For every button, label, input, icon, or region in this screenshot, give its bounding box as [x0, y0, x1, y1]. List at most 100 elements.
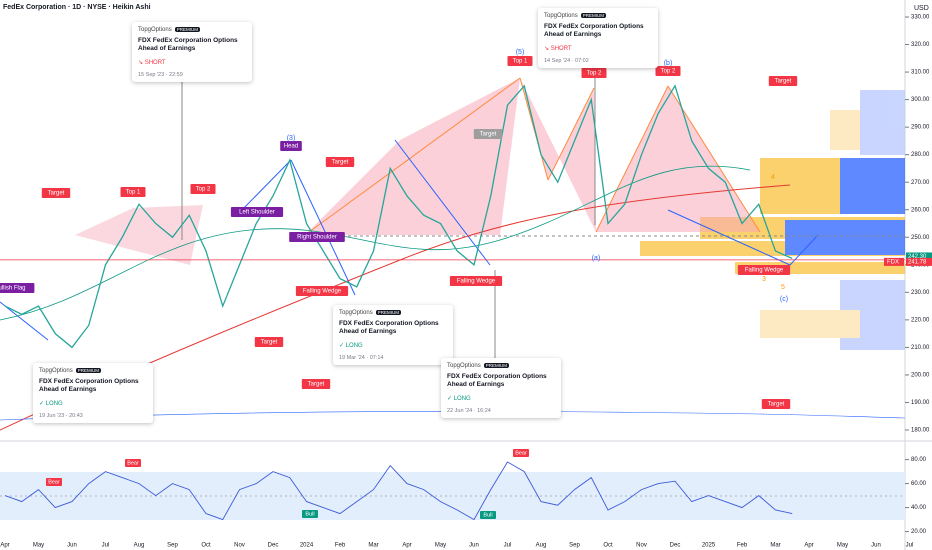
x-tick-label: Mar — [770, 543, 780, 549]
rsi-signal: Bull — [305, 511, 314, 517]
pattern-label-box — [230, 207, 284, 217]
rsi-signal-box — [125, 459, 141, 467]
x-tick-label: Aug — [134, 543, 145, 549]
y-tick-label: 330.00 — [911, 15, 930, 21]
pattern-label: Target — [768, 402, 785, 408]
y2-tick-label: 40.00 — [911, 505, 927, 511]
pattern-label-box — [41, 188, 71, 198]
pattern-label-box — [768, 76, 798, 86]
x-tick-label: 2025 — [702, 543, 716, 549]
pattern-label-box — [120, 187, 146, 197]
pattern-label-box — [190, 184, 216, 194]
chart-title: FedEx Corporation · 1D · NYSE · Heikin A… — [3, 4, 151, 11]
pattern-label-box — [473, 129, 503, 139]
x-tick-label: Jun — [67, 543, 77, 549]
idea-title: FDX FedEx Corporation Options Ahead of E… — [339, 320, 439, 336]
pattern-label: Top 2 — [587, 71, 602, 77]
idea-author: TopgOptions — [39, 368, 73, 374]
x-tick-label: Apr — [402, 543, 411, 549]
ticker-tag-label: FDX — [887, 259, 899, 265]
x-tick-label: Jun — [469, 543, 479, 549]
pattern-label: Head — [284, 144, 298, 150]
wave-label: (c) — [780, 296, 788, 303]
y2-tick-label: 60.00 — [911, 481, 927, 487]
idea-date: 19 Mar '24 · 07:14 — [339, 354, 384, 361]
idea-author: TopgOptions — [447, 363, 481, 369]
x-tick-label: Sep — [167, 543, 178, 549]
pattern-label: Top 1 — [513, 59, 528, 65]
pattern-label-box — [449, 276, 503, 286]
y-tick-label: 320.00 — [911, 42, 930, 48]
pattern-label: Left Shoulder — [239, 210, 275, 216]
x-tick-label: Jul — [906, 543, 914, 549]
y-tick-label: 210.00 — [911, 345, 930, 351]
pattern-label-box — [761, 399, 791, 409]
wave-label: 3 — [762, 276, 766, 283]
x-tick-label: Jun — [871, 543, 881, 549]
pattern-label-box — [581, 68, 607, 78]
pattern-label: Target — [775, 79, 792, 85]
price-line — [4, 84, 793, 349]
pattern-label-box — [280, 141, 302, 151]
pattern-label: Target — [332, 160, 349, 166]
ticker-tag — [884, 257, 904, 266]
pattern-label: Top 2 — [196, 187, 211, 193]
pattern-label: Target — [480, 132, 497, 138]
idea-title: FDX FedEx Corporation Options Ahead of E… — [447, 373, 547, 389]
x-tick-label: May — [837, 543, 848, 549]
idea-card[interactable]: TopgOptions PREMIUM FDX FedEx Corporation … — [441, 358, 561, 418]
y2-tick-label: 20.00 — [911, 529, 927, 535]
wave-label: (3) — [287, 135, 296, 142]
rsi-signal: Bull — [483, 512, 492, 518]
idea-date: 22 Jun '24 · 16:24 — [447, 407, 491, 414]
idea-direction: ↘ SHORT — [138, 59, 166, 66]
y-tick-label: 190.00 — [911, 400, 930, 406]
wave-label: (5) — [516, 49, 525, 56]
idea-direction: ✓ LONG — [339, 342, 363, 349]
x-tick-label: Oct — [603, 543, 613, 549]
pattern-label-box — [0, 283, 35, 293]
y-tick-label: 260.00 — [911, 207, 930, 213]
rsi-signal: Bear — [515, 450, 527, 456]
x-tick-label: May — [435, 543, 446, 549]
rsi-signal-box — [46, 478, 62, 486]
idea-card[interactable]: TopgOptions PREMIUM FDX FedEx Corporation … — [538, 8, 658, 68]
pattern-label: Falling Wedge — [457, 279, 496, 285]
idea-card[interactable]: TopgOptions PREMIUM FDX FedEx Corporation … — [333, 305, 453, 365]
idea-author: TopgOptions — [138, 27, 172, 33]
y-tick-label: 180.00 — [911, 428, 930, 434]
idea-date: 19 Jun '23 · 20:43 — [39, 412, 83, 419]
wave-label: (a) — [592, 255, 601, 262]
pattern-label: Falling Wedge — [303, 289, 342, 295]
x-tick-label: Dec — [670, 543, 681, 549]
x-tick-label: Jul — [504, 543, 512, 549]
pattern-label: Top 1 — [126, 190, 141, 196]
idea-badge: PREMIUM — [75, 367, 101, 373]
idea-badge: PREMIUM — [174, 26, 200, 32]
idea-date: 14 Sep '24 · 07:02 — [544, 57, 589, 64]
pattern-label-box — [254, 337, 284, 347]
pattern-label: Target — [308, 382, 325, 388]
idea-card[interactable]: TopgOptions PREMIUM FDX FedEx Corporation … — [132, 22, 252, 82]
pattern-label-box — [295, 286, 349, 296]
y-tick-label: 250.00 — [911, 235, 930, 241]
y-tick-label: 310.00 — [911, 70, 930, 76]
pattern-label-box — [301, 379, 331, 389]
pattern-label-box — [325, 157, 355, 167]
x-tick-label: Apr — [804, 543, 813, 549]
pattern-label-box — [737, 265, 791, 275]
y-tick-label: 290.00 — [911, 125, 930, 131]
x-tick-label: Jul — [102, 543, 110, 549]
x-tick-label: 2024 — [300, 543, 314, 549]
rsi-signal: Bear — [127, 460, 139, 466]
x-tick-label: Nov — [636, 543, 647, 549]
wave-label: 4 — [771, 174, 775, 181]
price-tag-label: 242.30 — [908, 254, 927, 260]
wave-label: (b) — [664, 60, 673, 67]
idea-card[interactable]: TopgOptions PREMIUM FDX FedEx Corporation … — [33, 363, 153, 423]
pattern-label-box — [655, 66, 681, 76]
x-tick-label: Feb — [737, 543, 748, 549]
y-tick-label: 200.00 — [911, 373, 930, 379]
x-tick-label: Feb — [335, 543, 346, 549]
